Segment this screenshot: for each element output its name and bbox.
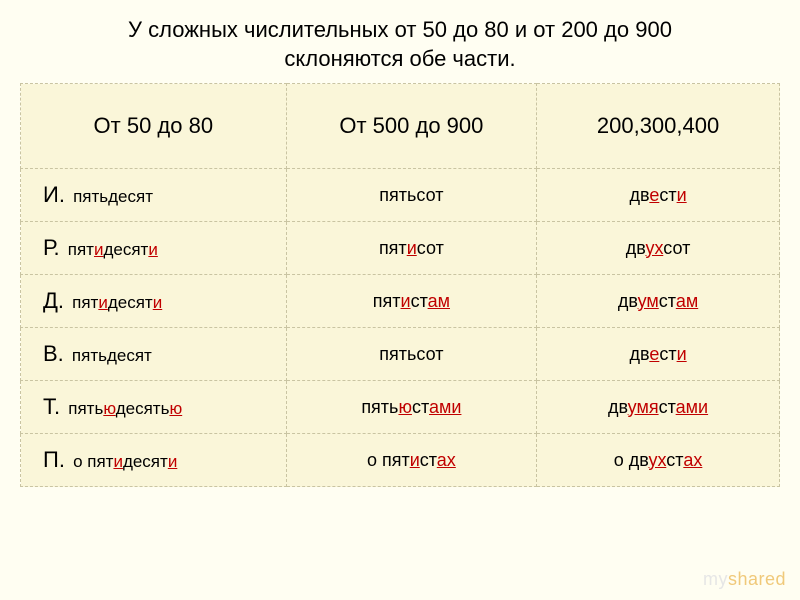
title-line-1: У сложных числительных от 50 до 80 и от … xyxy=(128,17,672,42)
cell-500-ins: пятьюстами xyxy=(286,381,536,434)
case-prepositional: П. о пятидесяти xyxy=(21,434,287,487)
cell-200-ins: двумястами xyxy=(537,381,780,434)
table-row: Т. пятьюдесятью пятьюстами двумястами xyxy=(21,381,780,434)
cell-500-gen: пятисот xyxy=(286,222,536,275)
watermark-part-2: shared xyxy=(728,569,786,589)
cell-200-gen: двухсот xyxy=(537,222,780,275)
cell-200-pre: о двухстах xyxy=(537,434,780,487)
declension-table: От 50 до 80 От 500 до 900 200,300,400 И.… xyxy=(20,83,780,487)
case-accusative: В. пятьдесят xyxy=(21,328,287,381)
table-row: П. о пятидесяти о пятистах о двухстах xyxy=(21,434,780,487)
cell-500-acc: пятьсот xyxy=(286,328,536,381)
page-title: У сложных числительных от 50 до 80 и от … xyxy=(20,16,780,73)
cell-500-dat: пятистам xyxy=(286,275,536,328)
case-genitive: Р. пятидесяти xyxy=(21,222,287,275)
case-instrumental: Т. пятьюдесятью xyxy=(21,381,287,434)
cell-500-pre: о пятистах xyxy=(286,434,536,487)
table-row: В. пятьдесят пятьсот двести xyxy=(21,328,780,381)
table-row: И. пятьдесят пятьсот двести xyxy=(21,169,780,222)
case-dative: Д. пятидесяти xyxy=(21,275,287,328)
cell-200-nom: двести xyxy=(537,169,780,222)
header-col-3: 200,300,400 xyxy=(537,84,780,169)
header-col-1: От 50 до 80 xyxy=(21,84,287,169)
cell-200-dat: двумстам xyxy=(537,275,780,328)
title-line-2: склоняются обе части. xyxy=(284,46,515,71)
cell-200-acc: двести xyxy=(537,328,780,381)
cell-500-nom: пятьсот xyxy=(286,169,536,222)
watermark-part-1: my xyxy=(703,569,728,589)
watermark: myshared xyxy=(703,569,786,590)
case-nominative: И. пятьдесят xyxy=(21,169,287,222)
table-row: Д. пятидесяти пятистам двумстам xyxy=(21,275,780,328)
header-col-2: От 500 до 900 xyxy=(286,84,536,169)
table-row: Р. пятидесяти пятисот двухсот xyxy=(21,222,780,275)
